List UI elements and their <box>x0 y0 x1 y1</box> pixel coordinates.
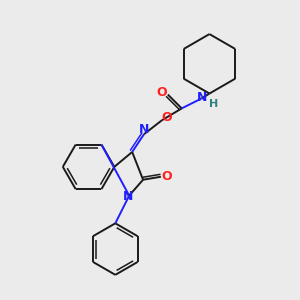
Text: N: N <box>123 190 134 203</box>
Text: H: H <box>209 99 218 110</box>
Text: O: O <box>161 170 172 183</box>
Text: O: O <box>157 86 167 99</box>
Text: N: N <box>139 123 149 136</box>
Text: N: N <box>197 91 208 104</box>
Text: O: O <box>161 111 172 124</box>
